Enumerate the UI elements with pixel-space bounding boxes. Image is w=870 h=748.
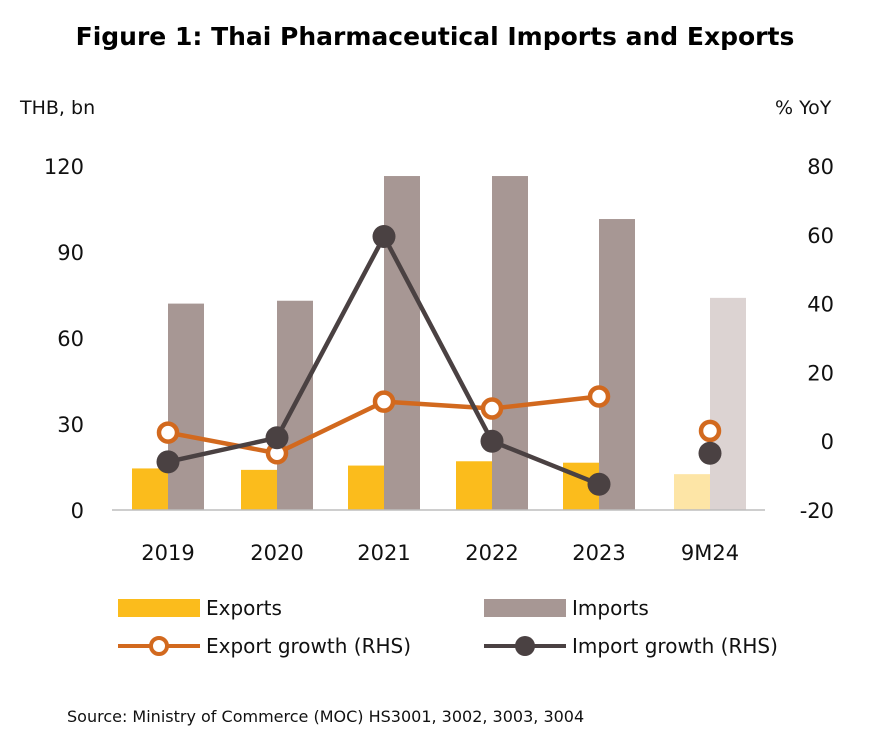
right-tick-label: 40 [807,293,834,317]
bar-exports-2022 [456,461,492,510]
bar-exports-2019 [132,468,168,510]
x-tick-label: 2020 [250,541,303,565]
left-axis-unit: THB, bn [20,97,96,119]
lines-layer [156,225,722,496]
bar-imports-2022 [492,176,528,511]
left-tick-label: 60 [57,327,84,351]
right-tick-label: 0 [821,430,834,454]
right-axis-unit: % YoY [775,97,832,119]
left-tick-label: 30 [57,413,84,437]
point-export-growth-9M24 [698,419,722,443]
bar-imports-9M24 [710,297,746,510]
source-note: Source: Ministry of Commerce (MOC) HS300… [67,707,585,726]
legend-item-import-growth: Import growth (RHS) [484,634,778,658]
bar-exports-2021 [348,465,384,510]
x-tick-label: 2023 [572,541,625,565]
bar-imports-2023 [599,219,635,511]
legend-swatch-exports [118,599,200,617]
right-tick-label: 80 [807,155,834,179]
legend-label-import-growth: Import growth (RHS) [572,634,778,658]
legend-item-imports: Imports [484,596,649,620]
point-import-growth-2023 [587,472,611,496]
x-tick-label: 9M24 [681,541,739,565]
legend-label-imports: Imports [572,596,649,620]
point-export-growth-2019 [156,421,180,444]
chart-title: Figure 1: Thai Pharmaceutical Imports an… [75,22,795,51]
right-tick-label: 60 [807,224,834,248]
legend-label-exports: Exports [206,596,282,620]
bar-imports-2021 [384,176,420,511]
x-tick-label: 2019 [141,541,194,565]
legend-item-exports: Exports [118,596,282,620]
x-tick-label: 2021 [357,541,410,565]
bar-exports-2020 [241,469,277,510]
bar-imports-2019 [168,303,204,510]
point-import-growth-2022 [480,429,504,453]
line-import-growth [167,234,600,487]
legend-marker-import-growth [484,636,566,656]
legend-item-export-growth: Export growth (RHS) [118,634,411,658]
point-export-growth-2022 [480,397,504,420]
point-import-growth-2019 [156,450,180,474]
ticks-layer: 0 30 60 90 120 -20 0 20 40 60 80 2019 2020 2021 2022 20… [44,155,834,565]
point-import-growth-2020 [265,426,289,450]
left-tick-label: 120 [44,155,84,179]
left-tick-label: 90 [57,241,84,265]
point-import-growth-2021 [372,225,396,249]
x-tick-label: 2022 [465,541,518,565]
point-export-growth-2023 [587,385,611,408]
legend-label-export-growth: Export growth (RHS) [206,634,412,658]
point-export-growth-2021 [372,390,396,413]
legend-swatch-imports [484,599,566,617]
right-tick-label: -20 [800,499,834,523]
legend: Exports Imports Export growth (RHS) Impo… [0,590,870,670]
point-import-growth-9M24 [698,441,722,465]
right-tick-label: 20 [807,361,834,385]
chart-plot: 0 30 60 90 120 -20 0 20 40 60 80 2019 2020 2021 2022 20… [44,155,834,565]
left-tick-label: 0 [71,499,84,523]
bar-exports-9M24 [674,474,710,510]
legend-marker-export-growth [118,636,200,656]
